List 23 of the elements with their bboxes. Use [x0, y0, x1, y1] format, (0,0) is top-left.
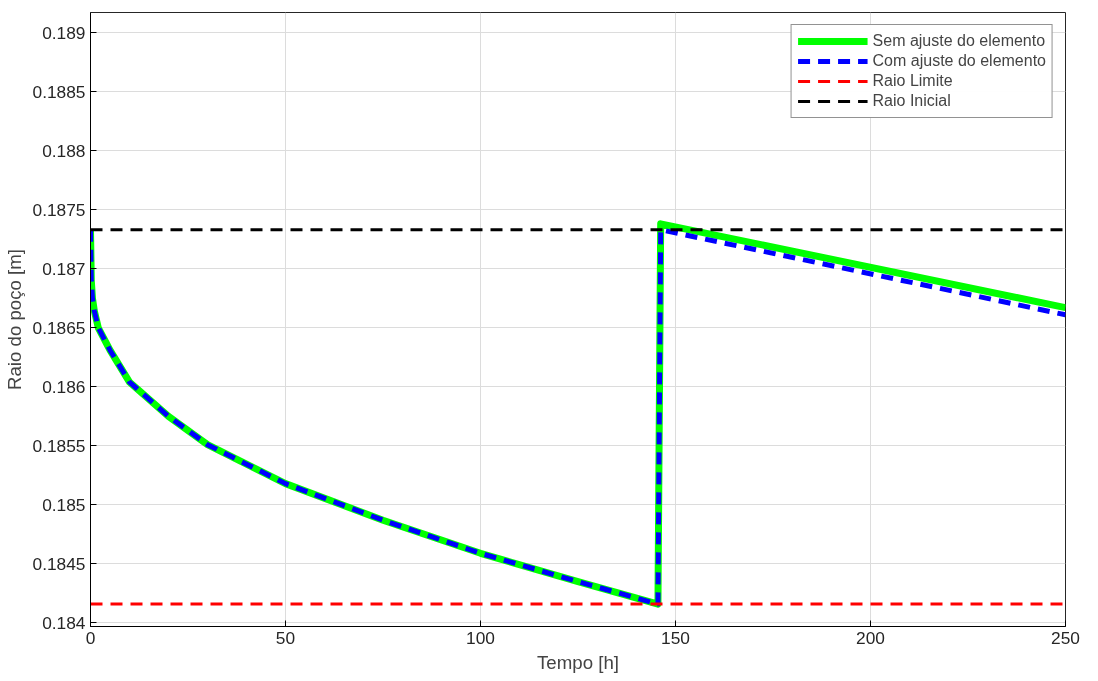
x-tick-label: 50 — [275, 627, 296, 648]
x-tick-label: 150 — [661, 627, 690, 648]
x-tick-label: 200 — [856, 627, 885, 648]
y-tick-label: 0.186 — [42, 376, 86, 397]
y-tick-label: 0.1855 — [32, 435, 86, 456]
x-tick-label: 0 — [85, 627, 96, 648]
legend-label: Raio Inicial — [872, 92, 951, 110]
y-tick-label: 0.1885 — [32, 81, 86, 102]
x-tick-label: 250 — [1051, 627, 1080, 648]
y-tick-label: 0.189 — [42, 22, 86, 43]
legend-label: Sem ajuste do elemento — [872, 32, 1046, 50]
y-tick-label: 0.1865 — [32, 317, 86, 338]
y-tick-label: 0.184 — [42, 612, 86, 633]
legend-label: Raio Limite — [872, 72, 953, 90]
y-tick-label: 0.188 — [42, 140, 86, 161]
legend-label: Com ajuste do elemento — [872, 52, 1046, 70]
y-axis-title: Raio do poço [m] — [3, 248, 25, 391]
y-tick-label: 0.1875 — [32, 199, 86, 220]
y-tick-label: 0.1845 — [32, 553, 86, 574]
x-tick-label: 100 — [466, 627, 495, 648]
y-tick-label: 0.185 — [42, 494, 86, 515]
x-axis-title: Tempo [h] — [537, 651, 619, 673]
y-tick-label: 0.187 — [42, 258, 86, 279]
